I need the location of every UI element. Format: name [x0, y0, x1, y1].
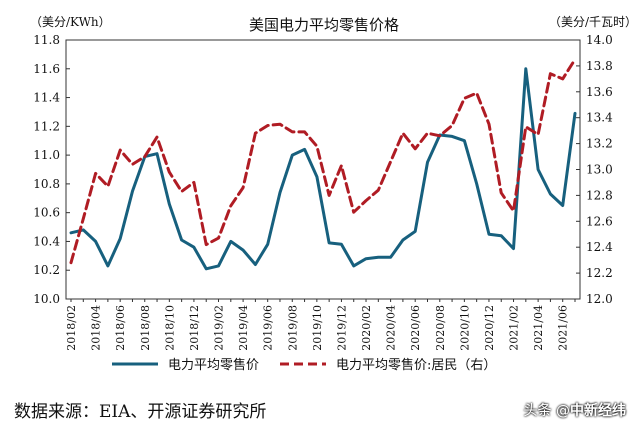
x-tick-label: 2021/06 [557, 305, 570, 351]
right-tick-label: 12.4 [586, 240, 613, 254]
right-tick-label: 12.6 [586, 214, 613, 228]
legend-label-2: 电力平均零售价:居民（右） [336, 357, 496, 373]
series-line-2 [69, 57, 577, 265]
chart-title: 美国电力平均零售价格 [249, 16, 399, 34]
x-tick-label: 2021/02 [508, 305, 521, 351]
x-tick-label: 2020/04 [385, 305, 398, 351]
series-line-1 [69, 67, 577, 271]
legend-label-1: 电力平均零售价 [168, 357, 259, 373]
left-tick-label: 11.2 [33, 119, 60, 133]
left-tick-label: 10.2 [33, 263, 60, 277]
left-tick-label: 11.8 [33, 33, 60, 47]
right-tick-label: 12.8 [586, 188, 613, 202]
left-tick-label: 10.8 [33, 177, 60, 191]
right-tick-label: 12.2 [586, 266, 613, 280]
right-axis-unit: （美分/千瓦时） [549, 15, 637, 29]
x-tick-label: 2019/10 [311, 305, 324, 351]
x-tick-label: 2020/12 [483, 305, 496, 351]
x-tick-label: 2020/06 [409, 305, 422, 351]
x-tick-label: 2019/12 [335, 305, 348, 351]
watermark-brand: 中新经纬 [570, 403, 626, 419]
x-tick-label: 2019/04 [237, 305, 250, 351]
left-tick-label: 11.0 [33, 148, 60, 162]
x-tick-label: 2018/10 [163, 305, 176, 351]
x-tick-label: 2018/04 [90, 305, 103, 351]
x-tick-label: 2018/08 [139, 305, 152, 351]
right-tick-label: 13.8 [586, 59, 613, 73]
right-tick-label: 13.2 [586, 137, 613, 151]
right-tick-label: 13.6 [586, 85, 613, 99]
x-tick-label: 2018/06 [114, 305, 127, 351]
series-layer [69, 57, 577, 271]
watermark-prefix: 头条 [523, 403, 552, 419]
x-tick-label: 2019/06 [262, 305, 275, 351]
right-tick-label: 13.4 [586, 111, 613, 125]
x-tick-label: 2020/10 [458, 305, 471, 351]
left-tick-label: 11.6 [33, 62, 60, 76]
left-axis-unit: （美分/KWh） [30, 15, 111, 29]
x-tick-label: 2019/02 [213, 305, 226, 351]
x-tick-label: 2020/08 [434, 305, 447, 351]
x-tick-label: 2021/04 [532, 305, 545, 351]
legend: 电力平均零售价 电力平均零售价:居民（右） [112, 357, 496, 373]
x-tick-label: 2020/02 [360, 305, 373, 351]
right-tick-label: 12.0 [586, 292, 613, 306]
left-tick-label: 10.6 [33, 206, 60, 220]
watermark-at: @ [551, 403, 570, 419]
x-tick-label: 2018/02 [65, 305, 78, 351]
right-tick-label: 13.0 [586, 163, 613, 177]
source-note: 数据来源：EIA、开源证券研究所 [14, 402, 267, 422]
left-tick-label: 11.4 [33, 91, 60, 105]
x-tick-label: 2018/12 [188, 305, 201, 351]
watermark: 头条 @中新经纬 [524, 400, 626, 420]
x-tick-label: 2019/08 [286, 305, 299, 351]
chart: 美国电力平均零售价格 （美分/KWh） （美分/千瓦时） 10.010.210.… [30, 15, 637, 373]
right-tick-label: 14.0 [586, 33, 613, 47]
left-tick-label: 10.4 [33, 234, 60, 248]
left-tick-label: 10.0 [33, 292, 60, 306]
axes: 10.0 10.2 10.4 10.6 10.8 11.0 11.2 11.4 11.6 11.8… [33, 33, 613, 351]
